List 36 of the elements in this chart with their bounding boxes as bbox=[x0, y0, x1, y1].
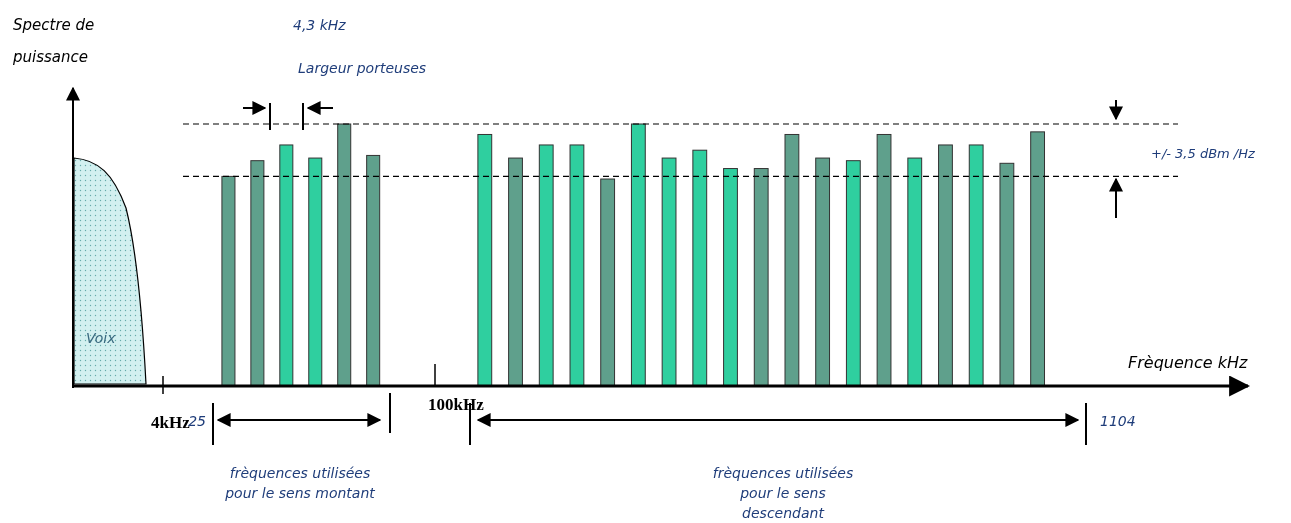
bar bbox=[999, 162, 1015, 387]
bar bbox=[661, 157, 677, 387]
bar bbox=[477, 133, 493, 387]
bar bbox=[815, 157, 831, 387]
bar bbox=[337, 123, 352, 387]
bar bbox=[308, 157, 323, 387]
bar bbox=[876, 133, 892, 387]
bar bbox=[250, 160, 265, 387]
bar bbox=[845, 160, 861, 387]
x-axis-title: Frèquence kHz bbox=[1128, 353, 1248, 372]
text: frèquences utilisées pour le sens descendant bbox=[712, 465, 854, 521]
bar bbox=[538, 144, 554, 387]
bar bbox=[692, 149, 708, 387]
bar bbox=[968, 144, 984, 387]
bar bbox=[938, 144, 953, 387]
bar bbox=[366, 154, 381, 387]
text: frèquences utilisées pour le sens montant bbox=[224, 465, 376, 501]
text: +/- 3,5 dBm /Hz bbox=[1151, 146, 1257, 161]
bar bbox=[600, 178, 616, 387]
bar bbox=[508, 157, 523, 387]
bar bbox=[279, 144, 294, 387]
bar bbox=[723, 168, 738, 387]
bar bbox=[784, 133, 800, 387]
text: 100kHz bbox=[428, 395, 485, 414]
bar bbox=[1030, 131, 1046, 387]
text: Voix bbox=[86, 330, 117, 346]
bar bbox=[221, 175, 236, 387]
text: Spectre de puissance bbox=[12, 16, 95, 66]
text: 4kHz bbox=[151, 413, 191, 432]
text: 1104 bbox=[1100, 413, 1136, 429]
bar bbox=[630, 123, 646, 387]
bar bbox=[907, 157, 923, 387]
bar bbox=[753, 168, 769, 387]
text: Largeur porteuses bbox=[298, 60, 427, 76]
text: 4,3 kHz bbox=[293, 17, 347, 33]
bar bbox=[569, 144, 585, 387]
